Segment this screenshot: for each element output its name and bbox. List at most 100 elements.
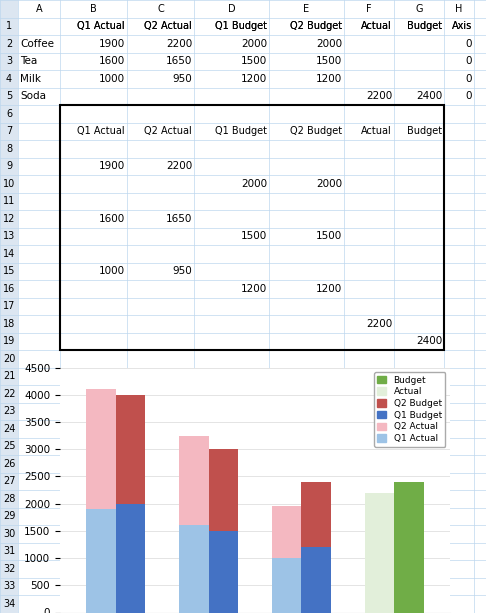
Text: A: A: [35, 4, 42, 13]
Bar: [194, 53, 269, 70]
Bar: [127, 473, 194, 490]
Bar: [269, 262, 344, 280]
Bar: [127, 245, 194, 262]
Bar: [127, 18, 194, 35]
Bar: [127, 35, 194, 53]
Bar: [269, 123, 344, 140]
Bar: [127, 438, 194, 455]
Bar: [18, 280, 60, 297]
Bar: [344, 297, 394, 315]
Bar: [344, 420, 394, 438]
Bar: [394, 543, 444, 560]
Bar: [127, 262, 194, 280]
Bar: [444, 560, 474, 577]
Bar: [60, 70, 127, 88]
Bar: [18, 210, 60, 227]
Bar: [444, 595, 474, 612]
Bar: [269, 315, 344, 332]
Text: 2000: 2000: [241, 39, 267, 49]
Bar: [344, 350, 394, 368]
Text: 32: 32: [3, 564, 15, 574]
Bar: [18, 420, 60, 438]
Bar: [18, 158, 60, 175]
Bar: [127, 315, 194, 332]
Text: 21: 21: [3, 371, 15, 381]
Bar: [0, 123, 18, 140]
Bar: [0, 53, 18, 70]
Text: 0: 0: [466, 91, 472, 101]
Bar: [60, 0, 127, 18]
Text: 1000: 1000: [99, 74, 125, 84]
Bar: [0, 350, 18, 368]
Bar: [394, 245, 444, 262]
Bar: [394, 577, 444, 595]
Bar: [18, 227, 60, 245]
Bar: [0, 140, 18, 158]
Bar: [269, 140, 344, 158]
Bar: [344, 140, 394, 158]
Bar: [18, 525, 60, 543]
Bar: [444, 18, 474, 35]
Text: 8: 8: [6, 144, 12, 154]
Bar: [60, 105, 444, 350]
Bar: [194, 455, 269, 473]
Bar: [269, 560, 344, 577]
Bar: [344, 227, 394, 245]
Bar: [269, 473, 344, 490]
Text: F: F: [366, 4, 372, 13]
Bar: [0, 560, 18, 577]
Bar: [18, 368, 60, 385]
Bar: [127, 455, 194, 473]
Text: G: G: [415, 4, 423, 13]
Bar: [179, 436, 208, 525]
Bar: [194, 297, 269, 315]
Bar: [444, 403, 474, 420]
Text: 11: 11: [3, 196, 15, 206]
Bar: [0, 158, 18, 175]
Bar: [344, 18, 394, 35]
Bar: [60, 192, 127, 210]
Bar: [127, 560, 194, 577]
Text: H: H: [455, 4, 463, 13]
Bar: [0, 35, 18, 53]
Bar: [0, 315, 18, 332]
Bar: [269, 297, 344, 315]
Text: Q2 Budget: Q2 Budget: [290, 126, 342, 136]
Text: Q1 Actual: Q1 Actual: [77, 126, 125, 136]
Text: 1600: 1600: [99, 56, 125, 66]
Bar: [116, 504, 145, 612]
Bar: [18, 53, 60, 70]
Text: 30: 30: [3, 529, 15, 539]
Text: Q1 Actual: Q1 Actual: [77, 21, 125, 31]
Bar: [194, 18, 269, 35]
Text: 950: 950: [172, 74, 192, 84]
Text: 1600: 1600: [99, 214, 125, 224]
Bar: [127, 385, 194, 403]
Text: 9: 9: [6, 161, 12, 171]
Bar: [344, 525, 394, 543]
Bar: [194, 508, 269, 525]
Bar: [194, 227, 269, 245]
Text: 2000: 2000: [241, 179, 267, 189]
Text: 2000: 2000: [316, 39, 342, 49]
Bar: [444, 543, 474, 560]
Bar: [194, 473, 269, 490]
Text: 13: 13: [3, 231, 15, 242]
Bar: [18, 192, 60, 210]
Bar: [394, 438, 444, 455]
Bar: [394, 18, 444, 35]
Text: 950: 950: [172, 266, 192, 276]
Bar: [194, 262, 269, 280]
Bar: [60, 210, 127, 227]
Bar: [127, 332, 194, 350]
Bar: [344, 595, 394, 612]
Bar: [344, 577, 394, 595]
Bar: [269, 70, 344, 88]
Text: 1500: 1500: [241, 231, 267, 242]
Bar: [444, 350, 474, 368]
Bar: [394, 123, 444, 140]
Text: 27: 27: [3, 476, 15, 486]
Bar: [344, 332, 394, 350]
Text: 7: 7: [6, 126, 12, 136]
Bar: [394, 140, 444, 158]
